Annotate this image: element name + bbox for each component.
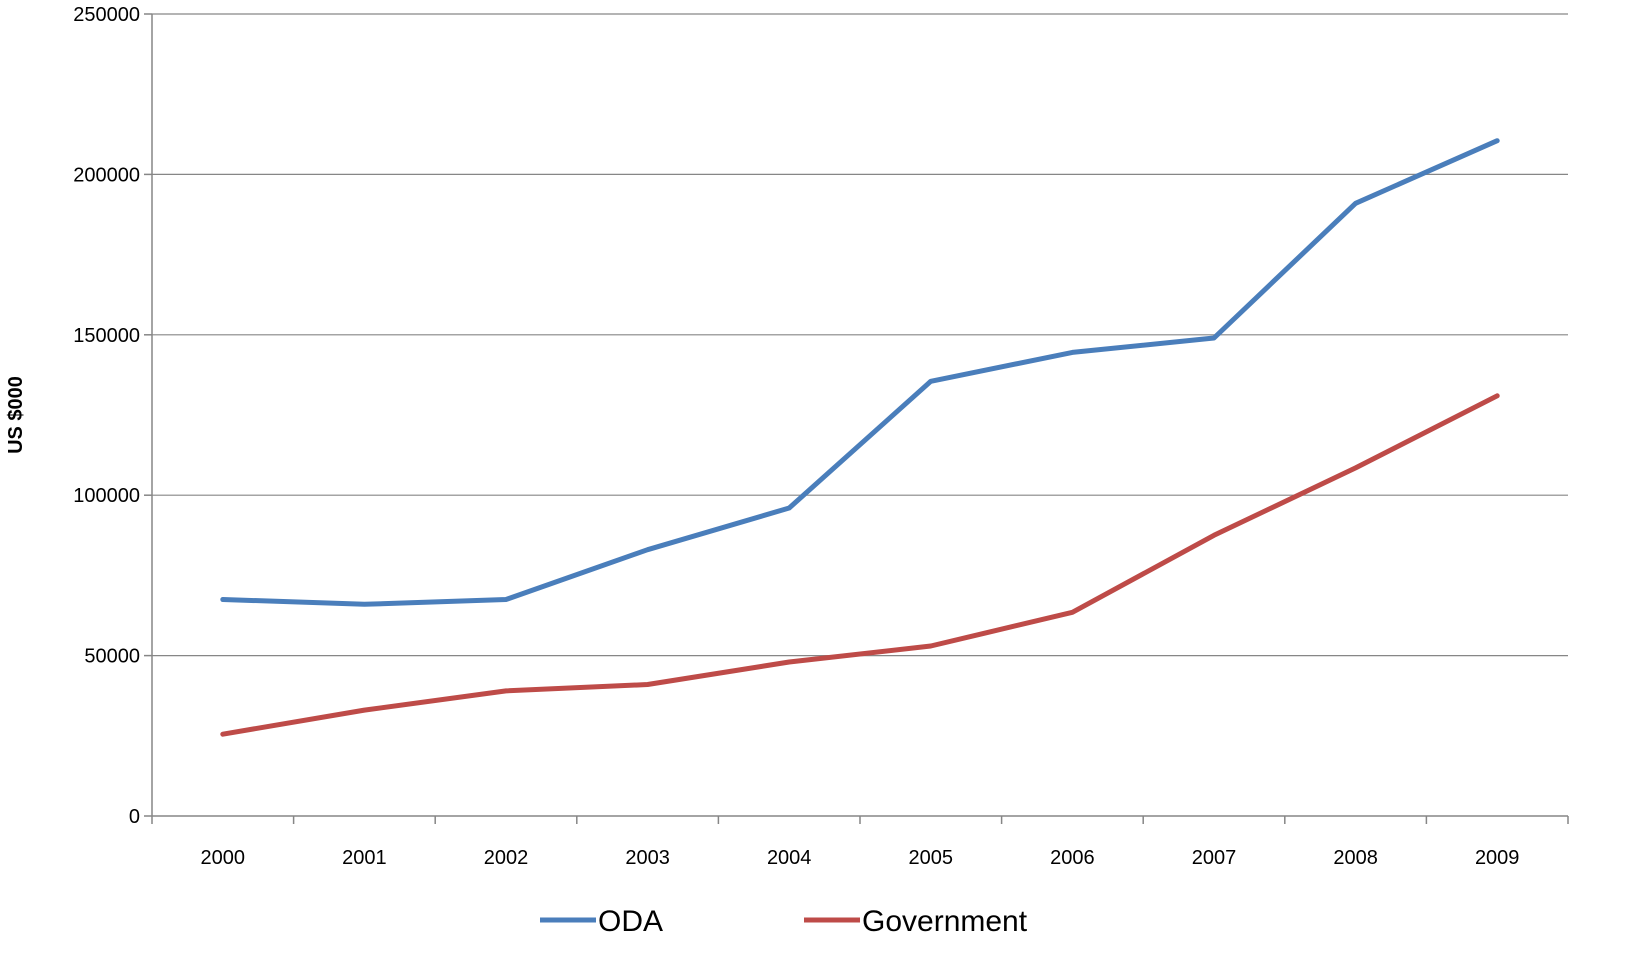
y-tick-label: 0 bbox=[129, 806, 140, 828]
x-tick-label: 2000 bbox=[201, 847, 246, 869]
y-tick-label: 200000 bbox=[73, 164, 140, 186]
series-lines bbox=[220, 138, 1500, 737]
x-tick-label: 2006 bbox=[1050, 847, 1095, 869]
x-tick-label: 2007 bbox=[1192, 847, 1237, 869]
series-line-government bbox=[220, 393, 1500, 737]
x-tick-labels: 2000 2001 2002 2003 2004 2005 2006 2007 2008 2009 bbox=[151, 816, 1569, 869]
y-tick-label: 50000 bbox=[84, 646, 140, 668]
y-tick-label: 150000 bbox=[73, 325, 140, 347]
x-tick-label: 2002 bbox=[484, 847, 529, 869]
y-tick-labels: 0 50000 100000 150000 200000 250000 bbox=[73, 4, 152, 828]
gridlines bbox=[152, 13, 1568, 657]
x-tick-label: 2003 bbox=[625, 847, 670, 869]
x-tick-label: 2004 bbox=[767, 847, 812, 869]
x-tick-label: 2001 bbox=[342, 847, 387, 869]
x-tick-label: 2008 bbox=[1333, 847, 1378, 869]
series-line-oda bbox=[220, 138, 1500, 607]
legend-label-oda: ODA bbox=[598, 905, 663, 938]
y-tick-label: 250000 bbox=[73, 4, 140, 26]
x-tick-label: 2009 bbox=[1475, 847, 1520, 869]
x-tick-label: 2005 bbox=[909, 847, 954, 869]
y-axis-title: US $000 bbox=[5, 376, 27, 454]
y-tick-label: 100000 bbox=[73, 485, 140, 507]
legend: ODA Government bbox=[540, 905, 1028, 938]
axes bbox=[151, 14, 1568, 817]
legend-label-government: Government bbox=[862, 905, 1028, 938]
